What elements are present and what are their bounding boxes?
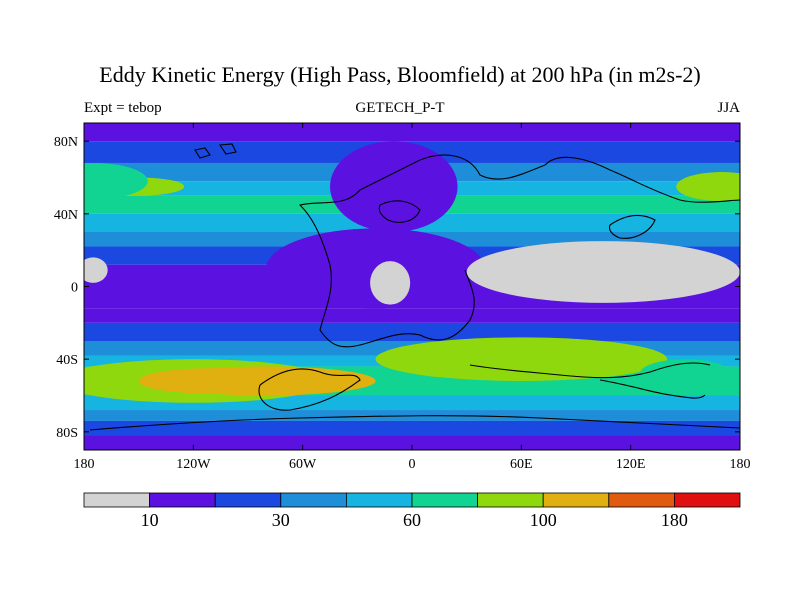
field-minimum — [370, 261, 411, 305]
x-tick-label: 120E — [616, 457, 646, 472]
colorbar-swatch — [608, 492, 675, 508]
colorbar-label: 10 — [141, 510, 159, 530]
field-maximum — [676, 172, 740, 202]
field-minimum — [84, 257, 108, 283]
coastline — [469, 362, 711, 379]
x-tick-label: 180 — [74, 457, 95, 472]
coastline — [258, 368, 361, 411]
coastline — [599, 379, 706, 399]
field-band — [84, 435, 740, 450]
colorbar-label: 100 — [530, 510, 557, 530]
colorbar-label: 180 — [661, 510, 688, 530]
field-minimum — [466, 241, 740, 303]
x-tick-label: 180 — [730, 457, 751, 472]
coastline — [194, 147, 211, 159]
y-tick-label: 40N — [54, 208, 78, 223]
coastline — [608, 214, 656, 239]
colorbar-swatch — [149, 492, 216, 508]
colorbar-swatch — [280, 492, 347, 508]
field-band — [84, 420, 740, 436]
y-tick-label: 80S — [56, 426, 78, 441]
chart-title: Eddy Kinetic Energy (High Pass, Bloomfie… — [99, 62, 701, 87]
colorbar-swatch — [542, 492, 610, 508]
field-band — [84, 308, 740, 323]
coastline — [219, 143, 237, 155]
colorbar-swatch — [214, 492, 282, 508]
colorbar-swatch — [411, 492, 478, 508]
coastline — [298, 154, 740, 266]
field-layer — [84, 123, 740, 450]
season-label: JJA — [717, 100, 740, 116]
colorbar-swatch — [674, 492, 741, 508]
colorbar-swatch — [83, 492, 150, 508]
y-tick-label: 40S — [56, 353, 78, 368]
coastline — [89, 415, 740, 431]
field-minimum — [330, 141, 458, 232]
colorbar-swatch — [477, 492, 544, 508]
experiment-label: Expt = tebop — [84, 100, 162, 116]
coastline — [378, 200, 421, 223]
x-tick-label: 0 — [409, 457, 416, 472]
x-tick-label: 60W — [289, 457, 317, 472]
field-maximum — [639, 359, 731, 389]
colorbar-label: 30 — [272, 510, 290, 530]
y-tick-label: 0 — [71, 281, 78, 296]
coastline — [319, 264, 475, 348]
field-maximum — [84, 162, 148, 200]
x-tick-label: 60E — [510, 457, 533, 472]
field-band — [84, 322, 740, 341]
field-maximum — [138, 368, 285, 394]
field-band — [84, 123, 740, 142]
x-tick-label: 120W — [176, 457, 211, 472]
colorbar-label: 60 — [403, 510, 421, 530]
colorbar-swatch — [345, 492, 413, 508]
field-maximum — [375, 337, 668, 381]
dataset-label: GETECH_P-T — [355, 100, 445, 116]
y-tick-label: 80N — [54, 135, 78, 150]
